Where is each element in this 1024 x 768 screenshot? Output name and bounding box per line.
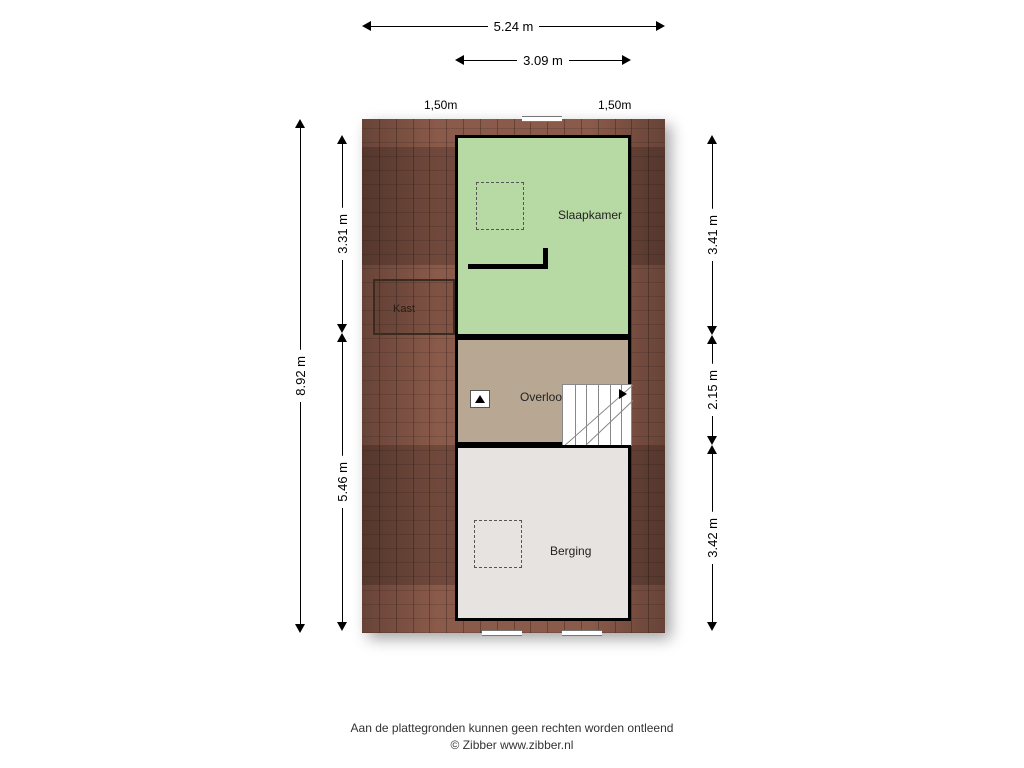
dimension-right_b: 2.15 m [702,335,722,445]
dimension-label: 3.41 m [705,209,720,261]
roof-hatch-icon [476,182,524,230]
footer-line1: Aan de plattegronden kunnen geen rechten… [0,720,1024,737]
dimension-top_inner: 3.09 m [455,50,631,70]
dimension-left_lower: 5.46 m [332,333,352,631]
dimension-right_c: 3.42 m [702,445,722,631]
height-label-left: 1,50m [424,98,457,112]
dimension-label: 5.46 m [335,456,350,508]
dimension-label: 2.15 m [705,364,720,416]
room-berging: Berging [455,445,631,621]
height-label-right: 1,50m [598,98,631,112]
window-opening [522,116,562,122]
room-label-slaapkamer: Slaapkamer [558,208,622,222]
dimension-label: 3.42 m [705,512,720,564]
room-label-kast: Kast [393,303,415,315]
dimension-left_outer: 8.92 m [290,119,310,633]
dimension-label: 5.24 m [488,19,540,34]
building-outline: Kast Slaapkamer Overloop Berging [362,119,665,633]
dimension-left_upper: 3.31 m [332,135,352,333]
room-label-berging: Berging [550,544,591,558]
room-kast: Kast [373,279,455,335]
dimension-right_a: 3.41 m [702,135,722,335]
room-slaapkamer: Slaapkamer [455,135,631,337]
dimension-label: 3.31 m [335,208,350,260]
footer-disclaimer: Aan de plattegronden kunnen geen rechten… [0,720,1024,754]
dimension-label: 8.92 m [293,350,308,402]
window-opening [562,630,602,636]
dimension-label: 3.09 m [517,53,569,68]
stairs-icon [562,384,632,446]
dimension-top_outer: 5.24 m [362,16,665,36]
floorplan-stage: 5.24 m 3.09 m 8.92 m 3.31 m 5.46 m 3.41 m 2.15… [0,0,1024,768]
room-overloop: Overloop [455,337,631,445]
roof-hatch-icon [474,520,522,568]
window-opening [482,630,522,636]
footer-line2: © Zibber www.zibber.nl [0,737,1024,754]
cv-boiler-icon [470,390,490,408]
